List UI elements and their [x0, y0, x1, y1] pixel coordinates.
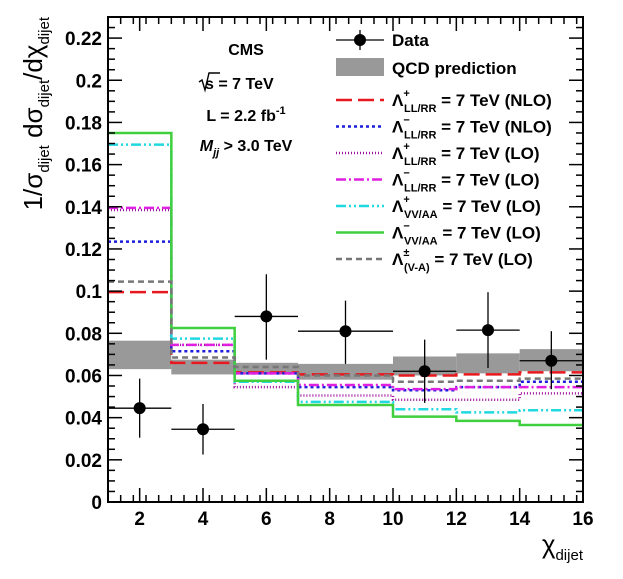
- x-tick-label-4: 10: [382, 509, 403, 530]
- legend-label-qcd: QCD prediction: [392, 59, 517, 78]
- y-tick-label-11: 0.22: [65, 29, 102, 50]
- data-point-1: [171, 403, 235, 455]
- legend-label-data: Data: [392, 31, 429, 50]
- legend-item-3: Λ− LL/RR = 7 TeV (LO): [336, 168, 540, 195]
- legend-label-0: Λ+ LL/RR = 7 TeV (NLO): [392, 88, 552, 115]
- legend-item-2: Λ+ LL/RR = 7 TeV (LO): [336, 141, 540, 168]
- legend-item-qcd: QCD prediction: [336, 58, 517, 78]
- legend-item-5: Λ− VV/AA = 7 TeV (LO): [336, 221, 541, 248]
- data-points-layer: [108, 274, 583, 455]
- y-axis-title: 1/σdijet dσdijet/dχdijet: [18, 16, 53, 210]
- y-tick-label-1: 0.02: [65, 451, 102, 472]
- sqrt-icon: [198, 72, 220, 93]
- qcd-band-bin-0: [108, 340, 172, 370]
- energy-label: s = 7 TeV: [198, 72, 274, 93]
- legend-item-1: Λ− LL/RR = 7 TeV (NLO): [336, 115, 552, 142]
- x-tick-label-0: 2: [134, 509, 145, 530]
- x-tick-label-5: 12: [446, 509, 467, 530]
- y-tick-label-7: 0.14: [65, 198, 102, 219]
- y-tick-label-5: 0.1: [76, 282, 103, 303]
- y-tick-label-8: 0.16: [65, 156, 102, 177]
- legend-item-6: Λ± (V-A) = 7 TeV (LO): [336, 247, 533, 274]
- legend-label-3: Λ− LL/RR = 7 TeV (LO): [392, 168, 540, 195]
- data-point-5: [456, 292, 520, 369]
- legend-item-0: Λ+ LL/RR = 7 TeV (NLO): [336, 88, 552, 115]
- y-tick-label-2: 0.04: [65, 409, 102, 430]
- legend-item-4: Λ+ VV/AA = 7 TeV (LO): [336, 194, 541, 221]
- ticks-layer: 2 4 6 8 10 12 14 16 0 0.02 0.04 0.06 0.08 0.1 0.12 0.14…: [65, 17, 594, 530]
- series-line-4: [108, 143, 583, 414]
- y-tick-label-4: 0.08: [65, 324, 102, 345]
- svg-text:s = 7 TeV: s = 7 TeV: [205, 76, 274, 93]
- data-point-4: [393, 339, 457, 403]
- x-tick-label-3: 8: [324, 509, 335, 530]
- energy-root: s: [205, 76, 214, 93]
- data-point-3: [298, 300, 393, 364]
- legend-label-1: Λ− LL/RR = 7 TeV (NLO): [392, 115, 552, 142]
- data-point-6: [519, 331, 583, 390]
- series-layer: [108, 131, 583, 427]
- annotations: CMS s = 7 TeV L = 2.2 fb-1 Mjj > 3.0 TeV: [198, 42, 293, 159]
- luminosity-label: L = 2.2 fb-1: [206, 105, 285, 125]
- mass-cut-label: Mjj > 3.0 TeV: [200, 138, 293, 159]
- legend-label-6: Λ± (V-A) = 7 TeV (LO): [392, 247, 533, 274]
- y-tick-label-10: 0.2: [76, 71, 102, 92]
- x-tick-label-2: 6: [261, 509, 272, 530]
- legend-label-4: Λ+ VV/AA = 7 TeV (LO): [392, 194, 541, 221]
- data-point-2: [234, 274, 298, 360]
- experiment-label: CMS: [228, 42, 264, 59]
- series-line-6: [108, 280, 583, 384]
- qcd-band-bin-2: [234, 362, 298, 375]
- x-tick-label-7: 16: [572, 509, 593, 530]
- qcd-band-bin-3: [298, 363, 393, 380]
- series-line-5: [108, 131, 583, 427]
- x-tick-label-6: 14: [509, 509, 531, 530]
- x-tick-label-1: 4: [198, 509, 209, 530]
- x-axis-title: χdijet: [542, 529, 584, 564]
- y-tick-label-0: 0: [91, 493, 102, 514]
- legend-item-data: Data: [336, 30, 429, 50]
- energy-value: = 7 TeV: [214, 76, 274, 93]
- legend-label-2: Λ+ LL/RR = 7 TeV (LO): [392, 141, 540, 168]
- legend-label-5: Λ− VV/AA = 7 TeV (LO): [392, 221, 541, 248]
- y-tick-label-3: 0.06: [65, 366, 102, 387]
- y-tick-label-6: 0.12: [65, 240, 102, 261]
- y-tick-label-9: 0.18: [65, 113, 102, 134]
- data-point-0: [108, 378, 172, 438]
